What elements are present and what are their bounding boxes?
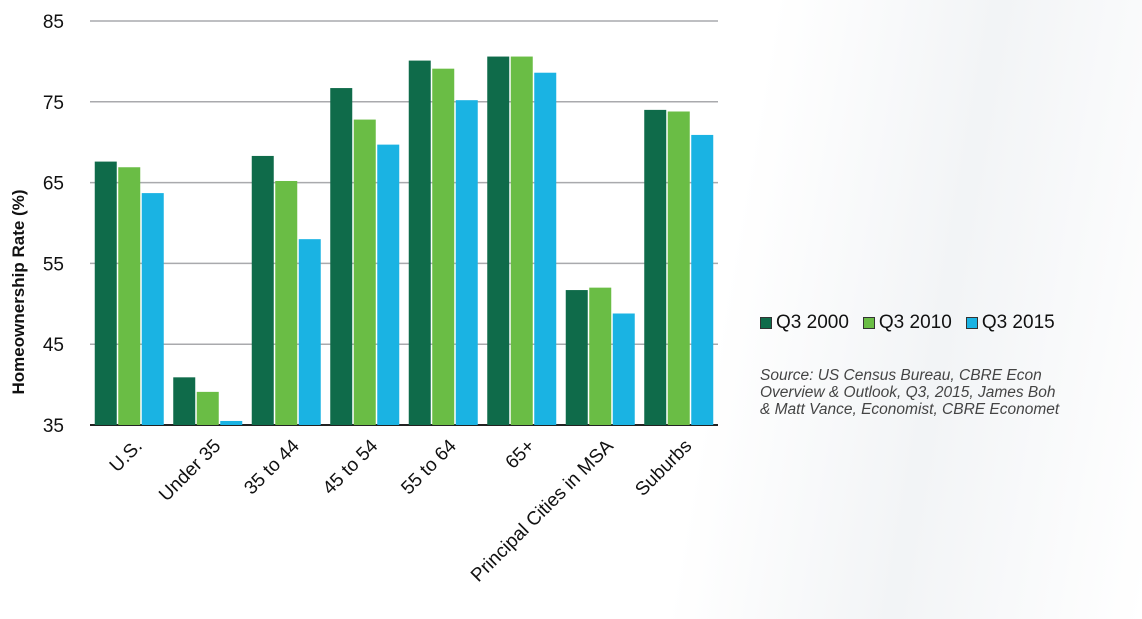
bar [667,111,690,425]
bar [534,72,557,425]
source-line: & Matt Vance, Economist, CBRE Economet [760,401,1060,418]
y-tick-label: 85 [43,12,64,33]
y-axis-ticks: 35 45 55 65 75 85 [43,12,64,437]
bar [251,155,274,425]
bar [455,100,478,426]
bar [377,144,400,425]
source-note: Source: US Census Bureau, CBRE Econ Over… [760,367,1142,418]
x-category-label: U.S. [106,436,147,477]
legend: Q3 2000 Q3 2010 Q3 2015 [760,312,1055,334]
bar [589,287,612,425]
legend-swatch [760,317,772,329]
x-category-label: 35 to 44 [240,435,304,499]
x-category-label: Under 35 [155,436,225,506]
bar [353,119,376,426]
bar [94,161,117,426]
legend-swatch [965,317,978,329]
source-line: Source: US Census Bureau, CBRE Econ [760,367,1042,384]
x-category-label: Principal Cities in MSA [467,435,618,586]
legend-item: Q3 2015 [965,312,1055,334]
bar [275,180,298,425]
y-tick-label: 75 [43,93,64,114]
x-category-label: 55 to 64 [397,435,461,499]
bar [196,391,219,425]
bar [173,377,196,425]
bar [298,239,321,425]
bar [691,134,714,426]
bar [220,420,243,425]
bar [510,56,533,425]
bar [565,290,588,425]
bar [644,109,667,425]
y-tick-label: 45 [43,335,64,356]
bar [330,88,353,426]
bar [432,68,455,425]
bars [94,56,714,426]
legend-swatch [862,317,875,329]
legend-item: Q3 2000 [760,312,849,334]
y-tick-label: 55 [43,254,64,275]
legend-label: Q3 2000 [776,312,849,333]
bar [408,60,431,425]
x-category-label: Suburbs [631,436,696,501]
x-category-label: 65+ [502,436,540,474]
x-category-label: 45 to 54 [319,435,383,499]
bar-chart: 35 45 55 65 75 85 U.S. Under 35 35 to 44 45 to 5… [9,12,718,586]
y-axis-label: Homeownership Rate (%) [9,190,28,395]
y-tick-label: 35 [43,416,64,437]
source-line: Overview & Outlook, Q3, 2015, James Boh [760,384,1056,401]
y-tick-label: 65 [43,174,64,195]
bar [487,56,510,425]
legend-label: Q3 2015 [981,312,1055,333]
legend-label: Q3 2010 [878,312,952,333]
bar [118,167,141,426]
legend-item: Q3 2010 [862,312,952,334]
x-axis-categories: U.S. Under 35 35 to 44 45 to 54 55 to 64 65+P… [106,435,696,586]
bar [612,313,635,425]
bar [141,193,164,425]
